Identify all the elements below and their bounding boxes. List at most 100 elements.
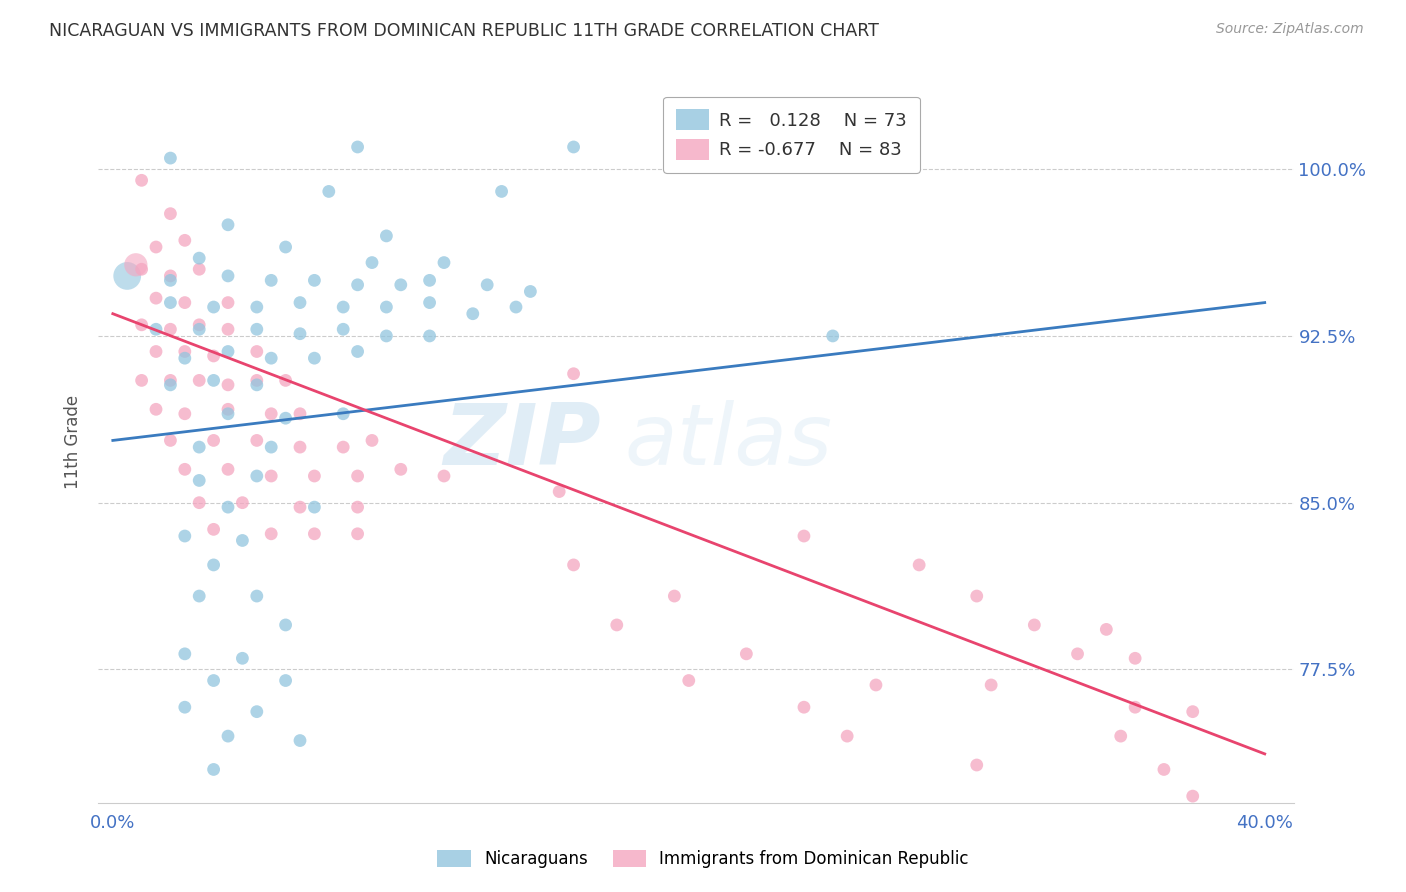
Point: [188, 251, 211, 265]
Point: [260, 273, 283, 287]
Point: [505, 300, 527, 314]
Point: [491, 185, 513, 199]
Point: [159, 434, 181, 448]
Point: [188, 262, 211, 277]
Point: [246, 589, 269, 603]
Point: [217, 402, 239, 417]
Point: [606, 618, 628, 632]
Point: [145, 344, 167, 359]
Text: ZIP: ZIP: [443, 400, 600, 483]
Point: [231, 533, 253, 548]
Point: [419, 273, 441, 287]
Point: [735, 647, 758, 661]
Point: [173, 700, 195, 714]
Point: [332, 440, 354, 454]
Point: [1066, 647, 1088, 661]
Point: [231, 651, 253, 665]
Y-axis label: 11th Grade: 11th Grade: [65, 394, 83, 489]
Point: [159, 322, 181, 336]
Point: [202, 763, 225, 777]
Point: [173, 407, 195, 421]
Point: [145, 322, 167, 336]
Point: [304, 351, 326, 366]
Point: [318, 185, 340, 199]
Point: [288, 500, 311, 515]
Point: [304, 526, 326, 541]
Legend: R =   0.128    N = 73, R = -0.677    N = 83: R = 0.128 N = 73, R = -0.677 N = 83: [664, 96, 920, 172]
Point: [260, 526, 283, 541]
Point: [217, 462, 239, 476]
Point: [188, 474, 211, 488]
Point: [980, 678, 1002, 692]
Point: [159, 295, 181, 310]
Point: [837, 729, 859, 743]
Point: [1095, 623, 1118, 637]
Point: [159, 268, 181, 283]
Point: [260, 407, 283, 421]
Point: [217, 407, 239, 421]
Point: [389, 277, 412, 292]
Point: [115, 268, 138, 283]
Point: [131, 318, 153, 332]
Point: [793, 529, 815, 543]
Point: [361, 255, 384, 269]
Point: [217, 268, 239, 283]
Point: [202, 558, 225, 572]
Point: [188, 496, 211, 510]
Point: [173, 351, 195, 366]
Point: [288, 440, 311, 454]
Point: [246, 300, 269, 314]
Point: [332, 407, 354, 421]
Point: [346, 344, 368, 359]
Point: [288, 295, 311, 310]
Text: atlas: atlas: [624, 400, 832, 483]
Text: Source: ZipAtlas.com: Source: ZipAtlas.com: [1216, 22, 1364, 37]
Point: [477, 277, 499, 292]
Point: [173, 529, 195, 543]
Point: [562, 367, 585, 381]
Point: [433, 255, 456, 269]
Point: [246, 377, 269, 392]
Point: [562, 140, 585, 154]
Point: [131, 173, 153, 187]
Point: [274, 373, 297, 387]
Point: [966, 758, 988, 772]
Point: [288, 326, 311, 341]
Point: [231, 496, 253, 510]
Point: [159, 207, 181, 221]
Point: [173, 233, 195, 247]
Point: [188, 373, 211, 387]
Point: [664, 589, 686, 603]
Text: 40.0%: 40.0%: [1236, 814, 1294, 832]
Point: [173, 647, 195, 661]
Point: [188, 318, 211, 332]
Point: [461, 307, 484, 321]
Point: [332, 322, 354, 336]
Point: [246, 469, 269, 483]
Point: [361, 434, 384, 448]
Point: [304, 500, 326, 515]
Point: [908, 558, 931, 572]
Point: [433, 469, 456, 483]
Point: [260, 440, 283, 454]
Point: [173, 344, 195, 359]
Point: [375, 300, 398, 314]
Point: [260, 351, 283, 366]
Point: [1123, 700, 1146, 714]
Point: [678, 673, 700, 688]
Point: [145, 240, 167, 254]
Point: [966, 589, 988, 603]
Point: [1024, 618, 1046, 632]
Point: [131, 373, 153, 387]
Point: [246, 344, 269, 359]
Point: [375, 329, 398, 343]
Point: [159, 273, 181, 287]
Legend: Nicaraguans, Immigrants from Dominican Republic: Nicaraguans, Immigrants from Dominican R…: [430, 843, 976, 875]
Point: [202, 434, 225, 448]
Point: [217, 218, 239, 232]
Point: [246, 434, 269, 448]
Text: 0.0%: 0.0%: [90, 814, 135, 832]
Point: [217, 344, 239, 359]
Point: [304, 469, 326, 483]
Point: [202, 522, 225, 536]
